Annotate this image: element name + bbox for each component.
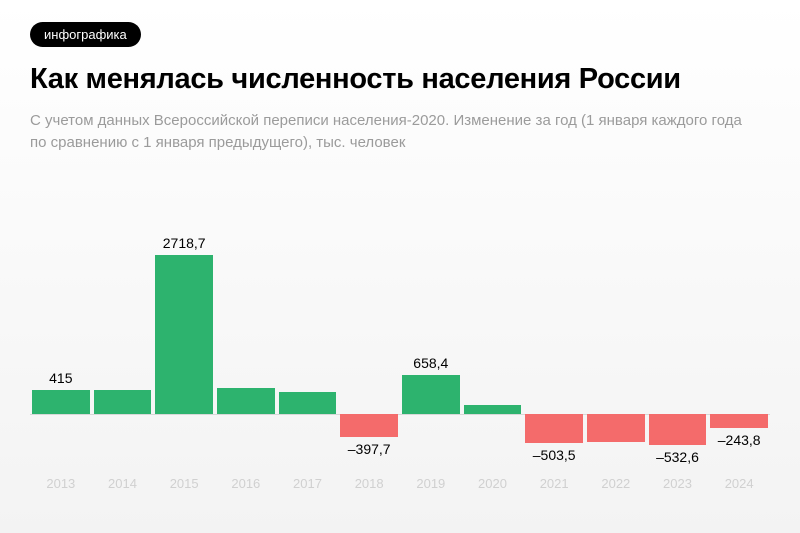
bar-value-label: 658,4 bbox=[413, 355, 448, 371]
bar-group: 2718,7 bbox=[153, 182, 215, 492]
bar-group: 658,4 bbox=[400, 182, 462, 492]
bar-group bbox=[92, 182, 154, 492]
bar-value-label: 2718,7 bbox=[163, 235, 206, 251]
bar bbox=[710, 414, 768, 428]
page-title: Как менялась численность населения Росси… bbox=[30, 63, 770, 96]
bar-group bbox=[215, 182, 277, 492]
bar bbox=[217, 388, 275, 413]
bar-value-label: –397,7 bbox=[348, 441, 391, 457]
bar-group bbox=[277, 182, 339, 492]
bar-value-label: –532,6 bbox=[656, 449, 699, 465]
bar bbox=[464, 405, 522, 414]
population-change-chart: 2013201420152016201720182019202020212022… bbox=[30, 182, 770, 492]
bar bbox=[155, 255, 213, 414]
bar-group: –243,8 bbox=[708, 182, 770, 492]
bar-group bbox=[462, 182, 524, 492]
bar bbox=[340, 414, 398, 437]
bar bbox=[402, 375, 460, 414]
bar-value-label: –243,8 bbox=[718, 432, 761, 448]
bar-group: –532,6 bbox=[647, 182, 709, 492]
bar bbox=[649, 414, 707, 445]
bar bbox=[587, 414, 645, 442]
bar-group: –503,5 bbox=[523, 182, 585, 492]
bar bbox=[279, 392, 337, 414]
bar-value-label: –503,5 bbox=[533, 447, 576, 463]
bar-value-label: 415 bbox=[49, 370, 72, 386]
bar bbox=[94, 390, 152, 414]
bar bbox=[525, 414, 583, 443]
bar-group bbox=[585, 182, 647, 492]
bar-group: –397,7 bbox=[338, 182, 400, 492]
subtitle: С учетом данных Всероссийской переписи н… bbox=[30, 110, 750, 154]
bar-group: 415 bbox=[30, 182, 92, 492]
bar bbox=[32, 390, 90, 414]
badge: инфографика bbox=[30, 22, 141, 47]
